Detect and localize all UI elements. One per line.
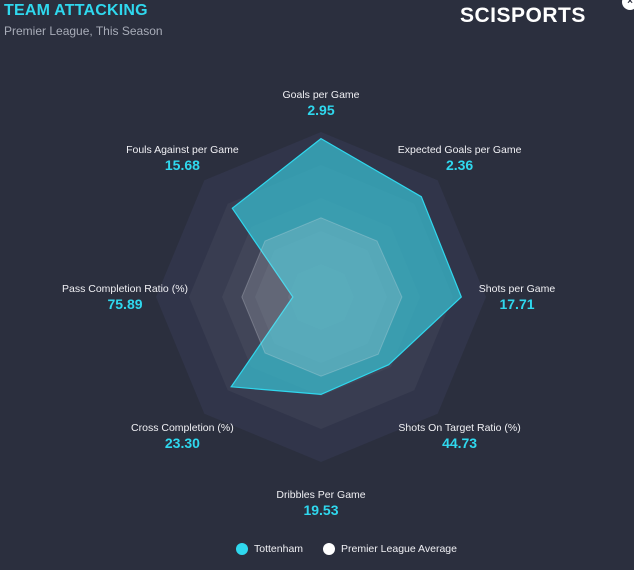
axis-value-7: 15.68 xyxy=(164,157,200,174)
legend-item-league-average[interactable]: Premier League Average xyxy=(323,543,457,555)
axis-label-4: Dribbles Per Game 19.53 xyxy=(276,489,365,519)
axis-value-5: 23.30 xyxy=(164,434,200,451)
series-league-average-area[interactable] xyxy=(241,217,403,377)
radar-series xyxy=(230,137,463,396)
axis-label-1: Expected Goals per Game 2.36 xyxy=(398,144,522,174)
axis-label-7: Fouls Against per Game 15.68 xyxy=(126,144,239,174)
axis-label-2: Shots per Game 17.71 xyxy=(479,283,555,313)
series-tottenham-area[interactable] xyxy=(230,137,463,396)
chart-title: TEAM ATTACKING xyxy=(4,2,148,19)
axis-label-3: Shots On Target Ratio (%) 44.73 xyxy=(398,422,520,452)
axis-label-0: Goals per Game 2.95 xyxy=(282,89,359,119)
axis-name-7: Fouls Against per Game xyxy=(126,144,239,157)
axis-name-4: Dribbles Per Game xyxy=(276,489,366,501)
axis-value-0: 2.95 xyxy=(307,102,335,118)
legend-swatch-tottenham xyxy=(236,543,248,555)
legend: Tottenham Premier League Average xyxy=(0,543,634,563)
legend-label-tottenham: Tottenham xyxy=(254,543,304,555)
axis-name-3: Shots On Target Ratio (%) xyxy=(398,421,521,434)
axis-name-5: Cross Completion (%) xyxy=(131,421,234,434)
axis-label-5: Cross Completion (%) 23.30 xyxy=(131,422,234,452)
axis-name-1: Expected Goals per Game xyxy=(397,144,522,157)
brand-logo: SCISPORTS xyxy=(460,4,586,27)
axis-value-4: 19.53 xyxy=(303,502,339,518)
axis-name-6: Pass Completion Ratio (%) xyxy=(61,283,189,295)
chart-subtitle: Premier League, This Season xyxy=(4,24,163,38)
close-icon[interactable]: × xyxy=(622,0,634,10)
axis-value-1: 2.36 xyxy=(445,157,474,174)
axis-value-6: 75.89 xyxy=(107,296,143,312)
axis-name-0: Goals per Game xyxy=(282,89,360,101)
legend-label-league-average: Premier League Average xyxy=(341,543,457,555)
axis-label-6: Pass Completion Ratio (%) 75.89 xyxy=(62,283,188,313)
legend-swatch-league-average xyxy=(323,543,335,555)
axis-name-2: Shots per Game xyxy=(478,283,556,295)
axis-value-3: 44.73 xyxy=(442,434,478,451)
axis-value-2: 17.71 xyxy=(499,296,535,312)
legend-item-tottenham[interactable]: Tottenham xyxy=(236,543,303,555)
